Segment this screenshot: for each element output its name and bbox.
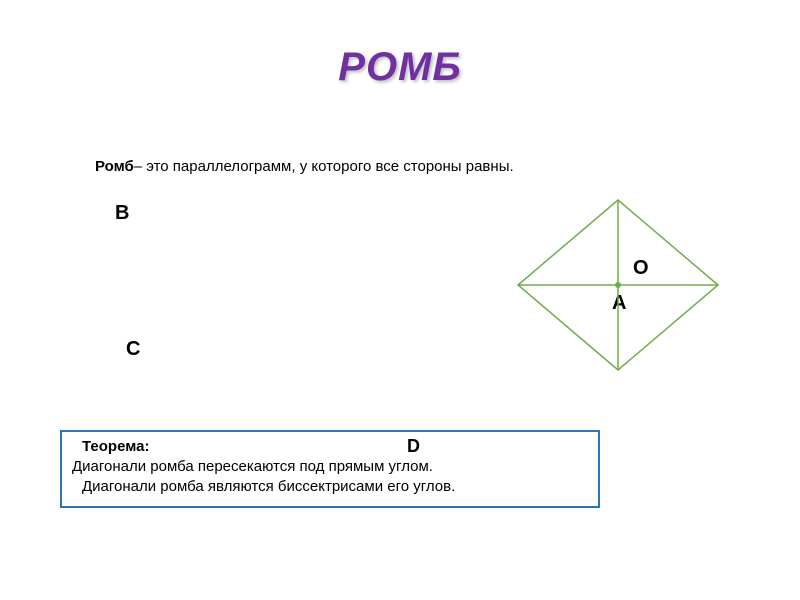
definition-text: Ромб– это параллелограмм, у которого все… [95,158,514,175]
page-title: РОМБ [0,0,800,90]
definition-term: Ромб [95,158,134,175]
theorem-line-1: Диагонали ромба пересекаются под прямым … [72,458,588,475]
vertex-label-c: C [126,338,140,361]
theorem-heading: Теорема: [82,438,588,455]
rhombus-diagram [508,190,728,380]
vertex-label-b: B [115,202,129,225]
vertex-label-d: D [407,436,420,457]
theorem-line-2: Диагонали ромба являются биссектрисами е… [82,478,588,495]
theorem-box: Теорема: Диагонали ромба пересекаются по… [60,430,600,508]
definition-body: – это параллелограмм, у которого все сто… [134,158,514,175]
center-dot [615,282,621,288]
